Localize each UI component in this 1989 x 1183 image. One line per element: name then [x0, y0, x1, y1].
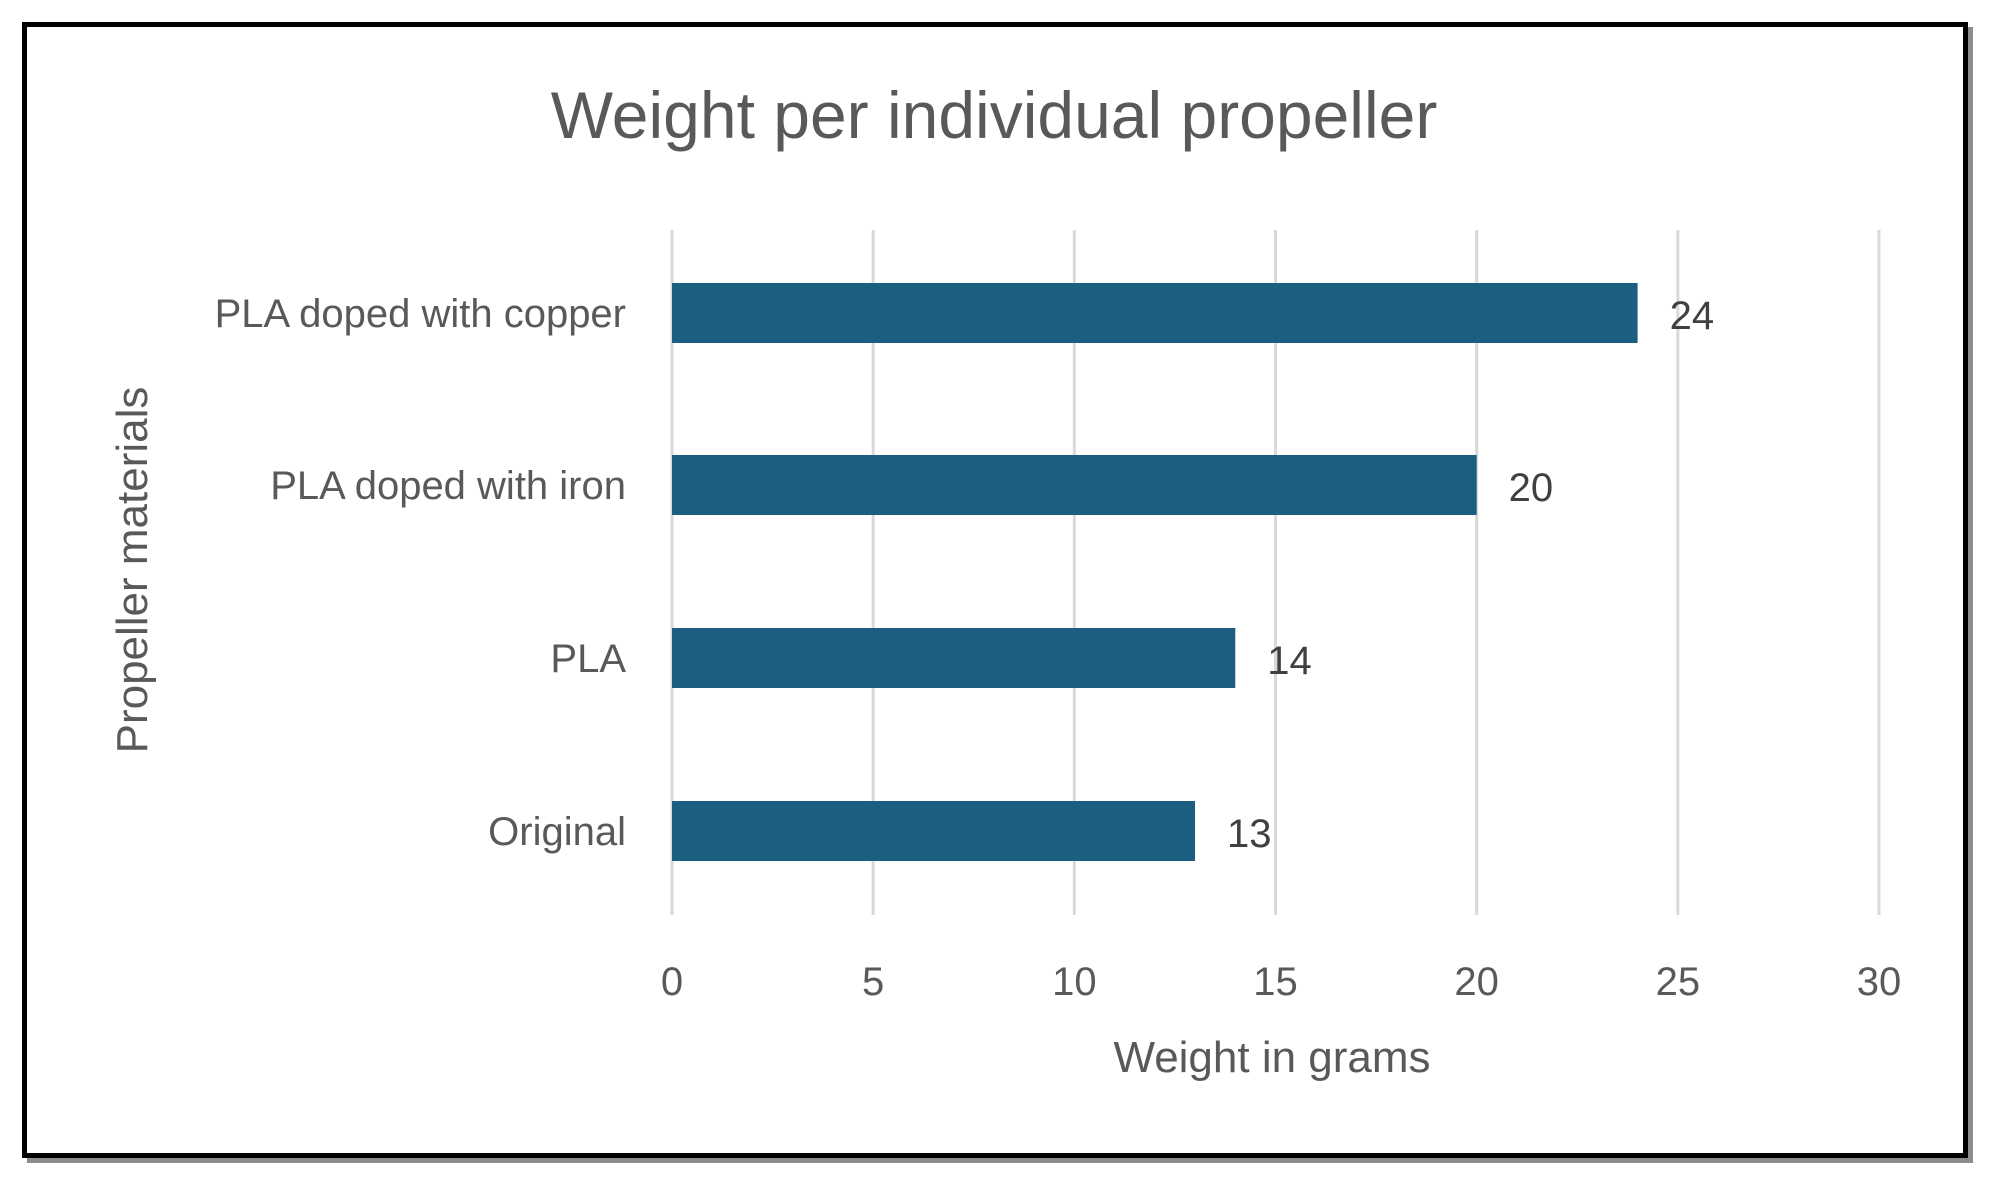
category-label: Original — [488, 810, 626, 854]
data-labels: 24 20 14 13 — [1227, 294, 1714, 856]
x-tick-label: 10 — [1052, 960, 1097, 1004]
category-labels: PLA doped with copper PLA doped with iron… — [215, 292, 627, 854]
chart-title: Weight per individual propeller — [551, 78, 1438, 152]
gridlines — [670, 230, 1881, 915]
bar — [672, 283, 1638, 343]
bar — [672, 801, 1196, 861]
category-label: PLA doped with iron — [270, 464, 626, 508]
x-tick-label: 5 — [862, 960, 884, 1004]
x-tick-label: 15 — [1253, 960, 1298, 1004]
bars — [672, 283, 1638, 861]
bar — [672, 455, 1477, 515]
category-label: PLA doped with copper — [215, 292, 626, 336]
data-label: 14 — [1267, 639, 1312, 683]
x-tick-label: 30 — [1857, 960, 1902, 1004]
chart-frame — [22, 22, 1968, 1158]
data-label: 13 — [1227, 812, 1272, 856]
category-label: PLA — [550, 637, 626, 681]
bar — [672, 628, 1236, 688]
x-tick-label: 20 — [1454, 960, 1499, 1004]
tick-labels: 0 5 10 15 20 25 30 — [661, 960, 1901, 1004]
x-tick-label: 0 — [661, 960, 683, 1004]
x-tick-label: 25 — [1656, 960, 1701, 1004]
x-axis-title: Weight in grams — [1113, 1033, 1430, 1082]
data-label: 24 — [1670, 294, 1715, 338]
data-label: 20 — [1509, 466, 1554, 510]
y-axis-title: Propeller materials — [108, 387, 157, 754]
